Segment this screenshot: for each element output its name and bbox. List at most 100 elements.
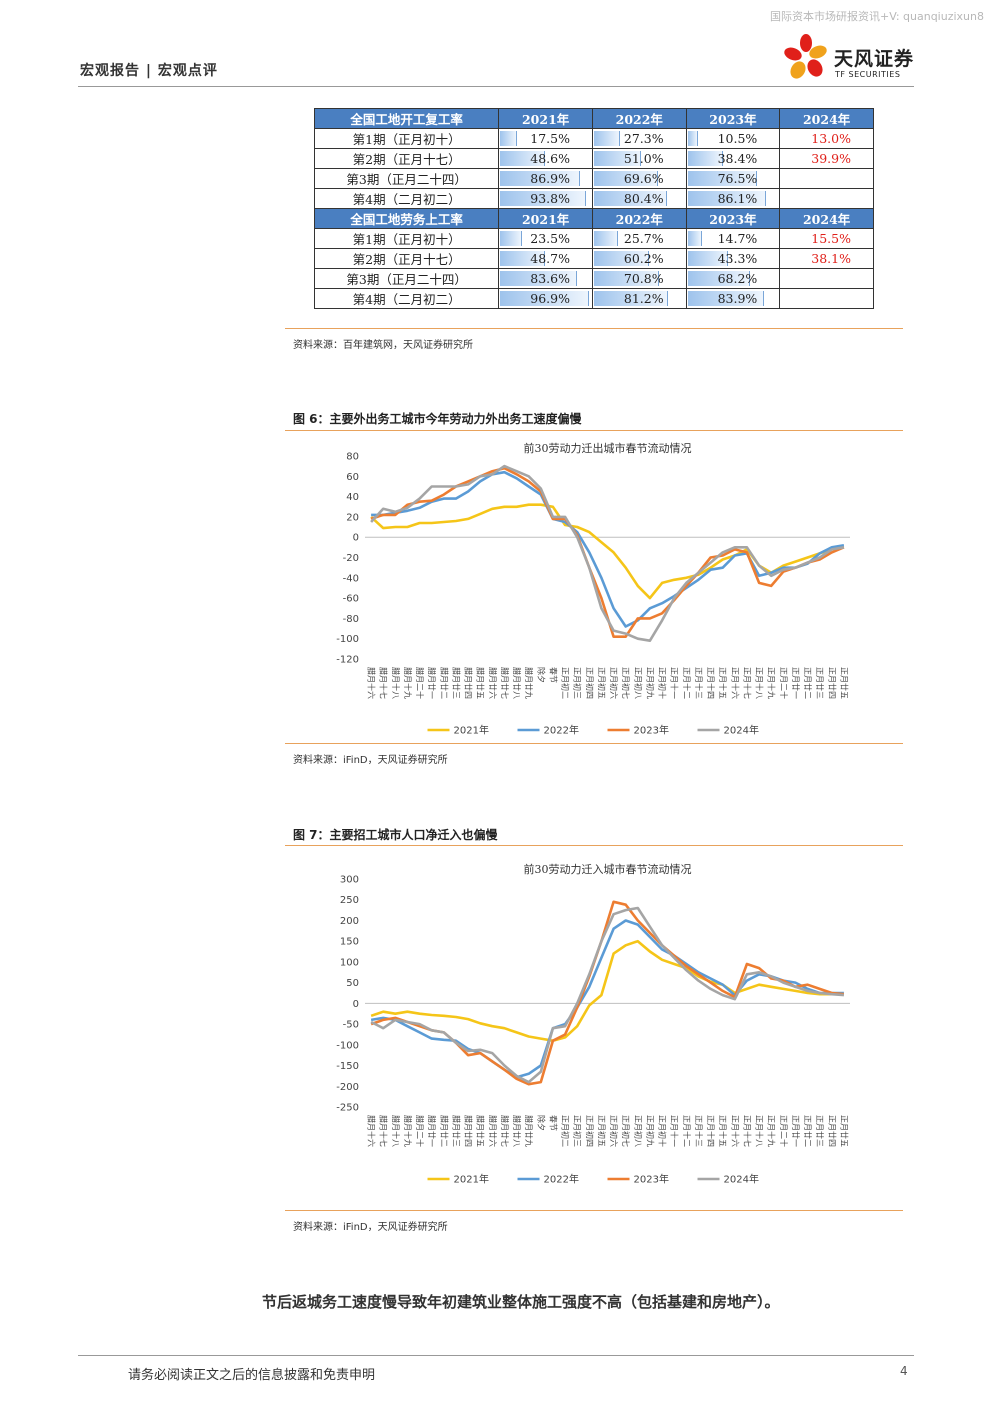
footer-divider bbox=[78, 1355, 914, 1356]
data-bar bbox=[500, 131, 518, 146]
table-cell: 86.9% bbox=[498, 168, 593, 189]
x-tick-label: 除夕 bbox=[536, 667, 546, 683]
cell-value: 23.5% bbox=[530, 231, 570, 246]
legend-label: 2024年 bbox=[724, 1173, 759, 1186]
table-row: 第2期（正月十七） 48.6% 51.0% 38.4% 39.9% bbox=[313, 148, 874, 169]
data-bar bbox=[500, 191, 586, 206]
series-line-2021年 bbox=[370, 939, 844, 1042]
x-tick-label: 正月廿二 bbox=[803, 1115, 813, 1147]
table-cell bbox=[779, 168, 874, 189]
table-year-header: 2023年 bbox=[685, 208, 781, 229]
series-line-2022年 bbox=[370, 919, 844, 1079]
cell-value: 51.0% bbox=[623, 151, 664, 166]
x-tick-label: 正月廿三 bbox=[815, 1115, 825, 1147]
x-tick-label: 正月廿一 bbox=[791, 1115, 801, 1147]
table-row-label: 第3期（正月二十四） bbox=[313, 168, 500, 189]
table-year-header: 2023年 bbox=[685, 108, 781, 129]
y-tick-label: 300 bbox=[340, 875, 359, 886]
x-tick-label: 腊月廿七 bbox=[500, 667, 510, 699]
x-tick-label: 正月初四 bbox=[585, 667, 595, 699]
logo-name: 天风证券 bbox=[834, 48, 915, 70]
chart-title: 前30劳动力迁入城市春节流动情况 bbox=[524, 862, 692, 876]
x-tick-label: 正月廿五 bbox=[839, 1115, 849, 1147]
x-tick-label: 腊月十七 bbox=[379, 1115, 389, 1147]
cell-value: 14.7% bbox=[717, 231, 758, 246]
table-cell: 25.7% bbox=[591, 228, 687, 249]
table-cell: 93.8% bbox=[498, 188, 593, 209]
data-bar bbox=[500, 151, 546, 166]
y-tick-label: 150 bbox=[340, 937, 359, 948]
series-line-2024年 bbox=[370, 906, 844, 1084]
y-tick-label: 20 bbox=[346, 512, 359, 523]
cell-value: 38.4% bbox=[717, 151, 758, 166]
table-cell: 80.4% bbox=[591, 188, 687, 209]
x-tick-label: 腊月十六 bbox=[367, 1115, 377, 1147]
y-tick-label: -20 bbox=[343, 553, 359, 564]
data-bar bbox=[593, 291, 669, 306]
logo-subtitle: TF SECURITIES bbox=[835, 70, 901, 79]
body-paragraph: 节后返城务工速度慢导致年初建筑业整体施工强度不高（包括基建和房地产）。 bbox=[262, 1293, 780, 1311]
x-tick-label: 正月初五 bbox=[597, 667, 607, 699]
y-tick-label: -60 bbox=[343, 594, 359, 605]
x-tick-label: 腊月廿一 bbox=[427, 1115, 437, 1147]
cell-value: 93.8% bbox=[530, 191, 570, 206]
cell-value: 60.2% bbox=[623, 251, 664, 266]
y-tick-label: 0 bbox=[353, 999, 359, 1010]
legend-label: 2022年 bbox=[544, 1173, 579, 1186]
x-tick-label: 腊月十九 bbox=[403, 1115, 413, 1147]
table-row: 第2期（正月十七） 48.7% 60.2% 43.3% 38.1% bbox=[313, 248, 874, 269]
legend-label: 2021年 bbox=[454, 1173, 489, 1186]
table-row-label: 第4期（二月初二） bbox=[313, 288, 500, 309]
x-tick-label: 正月十九 bbox=[767, 1115, 777, 1147]
data-bar bbox=[687, 271, 750, 286]
figure-7-top-divider bbox=[285, 845, 903, 846]
data-bar bbox=[500, 171, 580, 186]
table-cell: 10.5% bbox=[685, 128, 781, 149]
table-row: 第4期（二月初二） 96.9% 81.2% 83.9% bbox=[313, 288, 874, 309]
table-cell: 38.4% bbox=[685, 148, 781, 169]
data-bar bbox=[687, 131, 699, 146]
table-row: 第1期（正月初十） 23.5% 25.7% 14.7% 15.5% bbox=[313, 228, 874, 249]
table-cell bbox=[779, 188, 874, 209]
x-tick-label: 正月十八 bbox=[755, 1115, 765, 1147]
cell-value: 27.3% bbox=[623, 131, 664, 146]
series-line-2023年 bbox=[370, 466, 845, 638]
x-tick-label: 正月初九 bbox=[645, 1115, 655, 1147]
x-tick-label: 腊月廿三 bbox=[451, 667, 461, 699]
header-divider bbox=[78, 86, 914, 87]
cell-value: 81.2% bbox=[623, 291, 664, 306]
y-tick-label: -250 bbox=[336, 1103, 359, 1114]
legend-label: 2024年 bbox=[724, 724, 759, 737]
y-tick-label: -100 bbox=[336, 1040, 359, 1051]
table-row-label: 第1期（正月初十） bbox=[313, 228, 500, 249]
y-tick-label: -120 bbox=[336, 655, 359, 666]
y-tick-label: 200 bbox=[340, 916, 359, 927]
cell-value: 39.9% bbox=[811, 151, 851, 166]
x-tick-label: 正月初七 bbox=[621, 667, 631, 699]
data-bar bbox=[687, 191, 767, 206]
x-tick-label: 正月十八 bbox=[755, 667, 765, 699]
table-cell: 69.6% bbox=[591, 168, 687, 189]
x-tick-label: 腊月廿一 bbox=[427, 667, 437, 699]
data-bar bbox=[500, 251, 546, 266]
data-bar bbox=[593, 231, 619, 246]
table-source: 资料来源：百年建筑网，天风证券研究所 bbox=[293, 340, 473, 351]
cell-value: 86.9% bbox=[530, 171, 570, 186]
table-header-row: 全国工地劳务上工率 2021年 2022年 2023年 2024年 bbox=[313, 208, 874, 229]
x-tick-label: 正月初四 bbox=[585, 1115, 595, 1147]
x-tick-label: 正月二十 bbox=[779, 667, 789, 699]
watermark-text: 国际资本市场研报资讯+V: quanqiuzixun8 bbox=[769, 10, 984, 23]
data-bar bbox=[593, 251, 650, 266]
table-row-label: 第2期（正月十七） bbox=[313, 248, 500, 269]
figure-6-top-divider bbox=[285, 430, 903, 431]
table-cell: 68.2% bbox=[685, 268, 781, 289]
x-tick-label: 腊月廿四 bbox=[464, 1115, 474, 1147]
table-cell: 48.7% bbox=[498, 248, 593, 269]
table-cell bbox=[779, 268, 874, 289]
x-tick-label: 正月初六 bbox=[609, 1115, 619, 1147]
figure-7-chart: 前30劳动力迁入城市春节流动情况 300 250 200 150 100 50 0 -50 -10… bbox=[336, 862, 850, 1186]
table-cell: 48.6% bbox=[498, 148, 593, 169]
flower-logo-icon bbox=[784, 34, 827, 79]
x-tick-label: 腊月廿八 bbox=[512, 667, 522, 699]
y-tick-label: -80 bbox=[343, 614, 359, 625]
